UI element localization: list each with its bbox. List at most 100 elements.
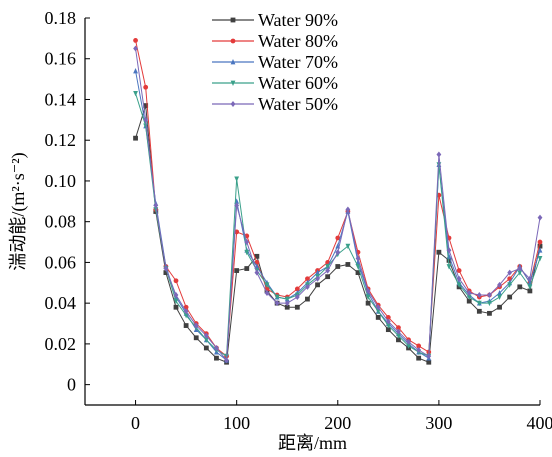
data-point: [133, 45, 138, 52]
data-point: [355, 270, 361, 276]
data-point: [426, 359, 432, 365]
data-point: [385, 318, 391, 325]
series-4: [133, 90, 543, 360]
data-point: [365, 294, 371, 301]
legend-entry: Water 60%: [212, 73, 338, 93]
legend-swatch-marker: [230, 38, 236, 44]
data-point: [355, 264, 361, 270]
data-point: [517, 284, 523, 290]
x-tick-label: 0: [131, 413, 140, 433]
data-point: [436, 249, 442, 255]
x-tick-label: 100: [223, 413, 250, 433]
data-point: [487, 300, 492, 307]
data-point: [133, 90, 138, 97]
data-point: [476, 300, 482, 307]
data-point: [487, 310, 492, 316]
data-point: [385, 315, 391, 320]
data-point: [274, 294, 280, 301]
series-5: [133, 45, 543, 364]
data-point: [315, 269, 320, 276]
legend-label: Water 90%: [258, 10, 338, 30]
x-tick-label: 300: [425, 413, 452, 433]
data-point: [406, 343, 411, 349]
data-point: [497, 304, 502, 310]
data-point: [153, 202, 159, 209]
y-tick-label: 0.04: [45, 293, 77, 313]
data-point: [254, 269, 260, 276]
data-point: [537, 239, 543, 245]
data-point: [476, 292, 482, 299]
data-point: [244, 266, 250, 271]
data-point: [375, 315, 381, 320]
y-tick-label: 0.12: [45, 130, 77, 150]
x-tick-label: 200: [324, 413, 351, 433]
data-point: [143, 103, 149, 108]
data-point: [325, 274, 331, 280]
data-point: [537, 255, 543, 262]
data-point: [173, 304, 179, 310]
data-point: [416, 343, 422, 349]
data-point: [497, 281, 502, 288]
data-point: [396, 337, 401, 343]
data-point: [416, 347, 422, 354]
data-point: [325, 267, 331, 274]
data-point: [406, 338, 411, 345]
data-point: [396, 328, 401, 335]
data-point: [274, 300, 280, 307]
data-point: [345, 262, 351, 267]
legend-entry: Water 80%: [212, 31, 338, 51]
data-point: [527, 275, 533, 282]
data-point: [466, 289, 472, 296]
axes-layer: 0 0.02 0.04 0.06 0.08 0.10 0.12 0.14 0.16 0.18 0 10…: [45, 8, 552, 433]
data-point: [396, 333, 401, 339]
legend-entry: Water 90%: [212, 10, 338, 30]
data-point: [375, 304, 381, 311]
data-point: [234, 202, 240, 209]
data-point: [466, 298, 472, 304]
legend: Water 90%Water 80%Water 70%Water 60%Wate…: [212, 10, 338, 114]
data-point: [234, 268, 240, 273]
y-tick-label: 0.08: [45, 212, 77, 232]
y-tick-label: 0: [67, 375, 76, 395]
y-tick-label: 0.02: [45, 334, 77, 354]
data-point: [355, 255, 361, 262]
legend-label: Water 70%: [258, 52, 338, 72]
y-axis-label: 湍动能/(m²·s⁻²): [8, 152, 29, 270]
y-tick-label: 0.16: [45, 49, 77, 69]
data-point: [143, 116, 149, 123]
data-point: [537, 214, 543, 221]
legend-swatch-marker: [230, 17, 236, 23]
data-point: [537, 247, 543, 253]
data-point: [375, 308, 381, 315]
data-point: [315, 282, 320, 288]
data-point: [446, 264, 452, 270]
data-point: [537, 243, 543, 249]
data-point: [133, 38, 138, 43]
data-point: [214, 355, 219, 361]
data-point: [183, 323, 189, 328]
data-point: [234, 176, 240, 182]
data-point: [173, 278, 179, 284]
y-tick-label: 0.10: [45, 171, 77, 191]
data-point: [335, 249, 341, 256]
data-point: [527, 288, 533, 294]
data-point: [335, 264, 341, 269]
legend-label: Water 50%: [258, 94, 338, 114]
data-point: [143, 123, 149, 129]
data-point: [466, 294, 472, 301]
data-point: [214, 344, 219, 351]
data-point: [527, 284, 533, 290]
series-layer: [133, 38, 543, 365]
data-point: [203, 332, 209, 339]
data-point: [183, 308, 189, 315]
data-point: [456, 268, 462, 273]
data-point: [163, 270, 169, 276]
data-point: [294, 286, 300, 292]
data-point: [193, 335, 199, 341]
legend-entry: Water 50%: [212, 94, 338, 114]
data-point: [173, 292, 179, 299]
legend-swatch-marker: [230, 101, 236, 107]
data-point: [385, 323, 391, 329]
data-point: [294, 294, 300, 301]
data-point: [264, 289, 270, 296]
